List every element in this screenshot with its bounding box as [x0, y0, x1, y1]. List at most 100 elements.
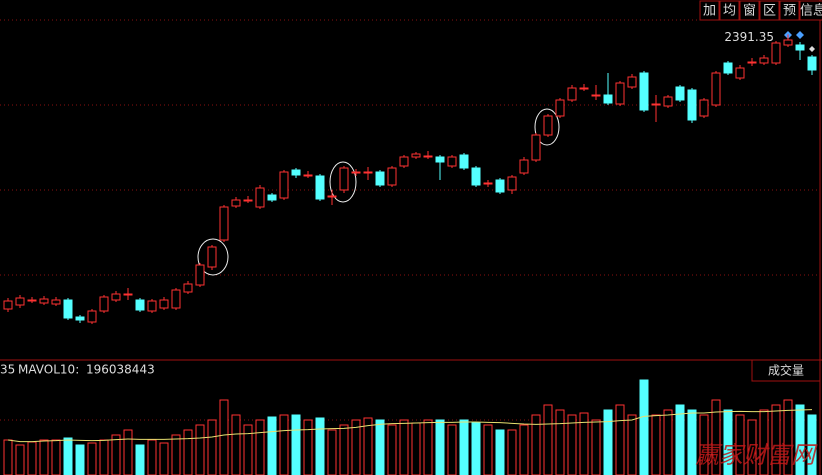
volume-bar: [603, 409, 613, 475]
high-label: 2391.35: [724, 30, 774, 44]
volume-bar: [159, 442, 169, 475]
candle-body: [303, 174, 313, 177]
volume-bar: [435, 419, 445, 475]
toolbar-label[interactable]: 均: [723, 4, 736, 19]
candle-body: [291, 169, 301, 176]
volume-bar: [15, 444, 25, 475]
candle-body: [3, 300, 13, 310]
highlight-circle: [197, 238, 229, 276]
volume-bar: [699, 414, 709, 475]
candle-body: [735, 67, 745, 79]
volume-bar: [27, 441, 37, 475]
candle-body: [363, 171, 373, 174]
candle-body: [555, 99, 565, 117]
toolbar-label[interactable]: 加: [703, 4, 716, 19]
volume-bar: [111, 434, 121, 475]
toolbar-button[interactable]: [779, 0, 800, 21]
volume-tab[interactable]: [751, 359, 821, 382]
toolbar-button[interactable]: [759, 0, 780, 21]
plot: 2391.35: [3, 30, 817, 475]
volume-bar: [495, 429, 505, 475]
candle-body: [351, 171, 361, 174]
candle-body: [375, 171, 385, 186]
candle-body: [747, 61, 757, 64]
volume-bar: [303, 419, 313, 475]
candle-body: [711, 72, 721, 106]
mavol-line: [7, 409, 813, 443]
volume-bar: [567, 414, 577, 475]
volume-bar: [351, 419, 361, 475]
volume-bar: [75, 444, 85, 475]
candle-body: [111, 293, 121, 301]
volume-bar: [339, 424, 349, 475]
volume-bar: [483, 424, 493, 475]
candle-body: [591, 94, 601, 97]
mavol-label: MAVOL10:: [18, 363, 79, 377]
volume-bar: [447, 424, 457, 475]
candle-body: [807, 56, 817, 71]
volume-bar: [459, 419, 469, 475]
volume-bar: [411, 422, 421, 475]
volume-bar: [759, 409, 769, 475]
toolbar-button[interactable]: [719, 0, 740, 21]
mavol-value: 196038443: [86, 363, 155, 377]
volume-bar: [795, 404, 805, 475]
candle-body: [471, 167, 481, 186]
volume-bar: [375, 419, 385, 475]
volume-bar: [243, 424, 253, 475]
candle-body: [531, 134, 541, 161]
highlight-circle: [534, 108, 560, 146]
candle-body: [75, 316, 85, 321]
volume-title[interactable]: 成交量: [768, 363, 804, 378]
volume-bar: [183, 429, 193, 475]
candle-body: [759, 57, 769, 64]
volume-bar: [675, 404, 685, 475]
toolbar-button[interactable]: [739, 0, 760, 21]
toolbar-button[interactable]: [799, 0, 822, 21]
toolbar-label[interactable]: 窗: [743, 3, 756, 19]
volume-bar: [135, 444, 145, 475]
volume-bar: [399, 419, 409, 475]
candle-body: [123, 293, 133, 296]
candle-body: [567, 87, 577, 101]
candle-body: [675, 86, 685, 101]
volume-bar: [123, 429, 133, 475]
candle-body: [603, 94, 613, 104]
candle-body: [63, 299, 73, 319]
volume-bar: [387, 424, 397, 475]
toolbar-label[interactable]: 区: [763, 4, 776, 19]
candle-body: [615, 82, 625, 105]
candle-body: [435, 156, 445, 163]
candle-body: [627, 76, 637, 88]
candle-body: [699, 99, 709, 117]
volume-bar: [195, 424, 205, 475]
toolbar-label[interactable]: 信息: [800, 3, 822, 19]
volume-bar: [207, 419, 217, 475]
volume-bar: [771, 404, 781, 475]
volume-bar: [255, 419, 265, 475]
candle-body: [195, 264, 205, 286]
candle-body: [39, 298, 49, 304]
volume-bar: [171, 434, 181, 475]
toolbar: 加均窗区预信息: [699, 0, 822, 21]
cut-label: 35: [0, 363, 15, 377]
volume-bar: [51, 439, 61, 475]
candle-body: [255, 187, 265, 208]
volume-bar: [615, 404, 625, 475]
volume-bar: [39, 439, 49, 475]
candle-body: [279, 171, 289, 199]
toolbar-label[interactable]: 预: [783, 4, 796, 19]
candle-body: [411, 153, 421, 158]
candle-body: [183, 283, 193, 293]
volume-bar: [723, 409, 733, 475]
volume-bar: [807, 414, 817, 475]
candle-body: [447, 156, 457, 167]
marker-icon: [809, 46, 815, 52]
toolbar-button[interactable]: [699, 0, 720, 21]
volume-bar: [147, 439, 157, 475]
highlight-circle: [329, 161, 357, 203]
volume-bar: [663, 409, 673, 475]
volume-bar: [315, 417, 325, 475]
